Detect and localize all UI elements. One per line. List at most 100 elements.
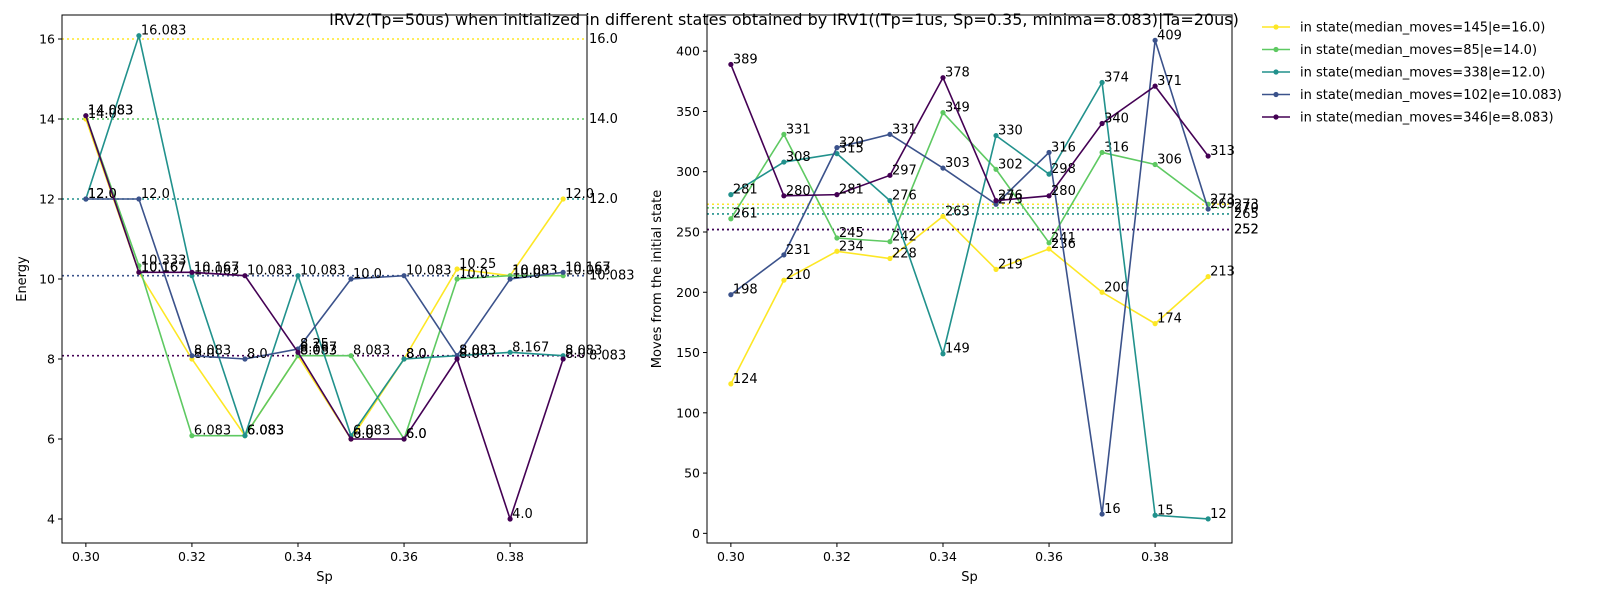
x-tick-label: 0.32 [823, 549, 851, 564]
data-label: 10.333 [141, 254, 187, 269]
data-label: 8.167 [300, 340, 337, 355]
data-label: 316 [1051, 140, 1076, 155]
data-point [1099, 120, 1105, 127]
data-label: 6.0 [406, 427, 427, 442]
data-point [189, 269, 195, 275]
data-label: 219 [998, 257, 1023, 272]
data-label: 174 [1157, 312, 1182, 327]
legend-item: in state(median_moves=338|e=12.0) [1262, 66, 1545, 81]
data-point [242, 356, 248, 362]
data-label: 313 [1210, 144, 1235, 159]
data-point [560, 356, 566, 362]
data-point [781, 277, 787, 283]
data-point [993, 166, 999, 172]
y-tick-label: 200 [676, 285, 700, 300]
data-point [834, 145, 840, 151]
y-tick-label: 16 [39, 32, 55, 47]
series-line-5 [730, 64, 1209, 202]
data-label: 10.167 [141, 260, 187, 275]
plots: 16.014.012.010.0838.08314.010.1678.06.08… [15, 14, 1259, 585]
data-point [401, 273, 407, 279]
data-point [348, 353, 354, 359]
data-label: 16 [1104, 502, 1121, 517]
data-label: 297 [892, 163, 917, 178]
data-point [507, 349, 513, 355]
data-point [1205, 153, 1211, 159]
data-point [887, 131, 893, 137]
data-label: 198 [733, 283, 758, 298]
data-label: 330 [998, 124, 1023, 139]
data-label: 298 [1051, 162, 1076, 177]
data-label: 10.083 [247, 264, 292, 279]
data-label: 340 [1104, 111, 1129, 126]
data-label: 281 [733, 183, 758, 198]
data-point [1099, 149, 1105, 156]
legend-item: in state(median_moves=145|e=16.0) [1262, 21, 1545, 36]
data-point [348, 436, 354, 442]
data-point [507, 516, 513, 522]
data-point [781, 159, 787, 165]
data-point [1046, 240, 1052, 246]
reference-line-label-2: 270 [1234, 201, 1259, 216]
data-label: 213 [1210, 265, 1235, 280]
data-point [454, 266, 460, 272]
data-point [993, 132, 999, 139]
legend-marker [1273, 114, 1279, 120]
data-point [348, 276, 354, 282]
data-point [940, 351, 946, 357]
data-label: 241 [1051, 231, 1076, 246]
y-tick-label: 8 [47, 352, 55, 367]
y-tick-label: 14 [39, 112, 55, 127]
data-label: 8.167 [512, 340, 549, 355]
data-point [560, 196, 566, 202]
legend-label: in state(median_moves=346|e=8.083) [1300, 111, 1554, 126]
data-label: 8.083 [459, 344, 496, 359]
reference-line-label-5: 8.083 [589, 349, 626, 364]
data-label: 8.0 [194, 347, 215, 362]
data-point [993, 198, 999, 204]
data-point [401, 356, 407, 362]
data-label: 12 [1210, 507, 1227, 522]
data-label: 6.083 [247, 424, 284, 439]
y-tick-label: 50 [684, 466, 700, 481]
data-label: 8.083 [459, 344, 496, 359]
x-tick-label: 0.38 [1141, 549, 1169, 564]
x-tick-label: 0.36 [390, 549, 418, 564]
data-point [1152, 161, 1158, 168]
data-label: 261 [733, 207, 758, 222]
legend-label: in state(median_moves=338|e=12.0) [1300, 66, 1545, 81]
x-tick-label: 0.38 [496, 549, 524, 564]
data-label: 269 [1210, 197, 1235, 212]
data-point [728, 192, 734, 198]
data-label: 228 [892, 247, 917, 262]
data-point [993, 266, 999, 272]
data-point [887, 172, 893, 178]
data-label: 378 [945, 66, 970, 81]
data-label: 280 [1051, 184, 1076, 199]
data-label: 10.083 [300, 264, 346, 279]
x-tick-label: 0.32 [178, 549, 206, 564]
data-point [993, 201, 999, 207]
data-label: 8.0 [565, 347, 586, 362]
data-point [940, 110, 946, 116]
y-tick-label: 6 [47, 432, 55, 447]
reference-line-label-4: 252 [1234, 223, 1259, 238]
reference-line-label-4: 10.083 [589, 269, 635, 284]
data-label: 316 [1104, 140, 1129, 155]
data-label: 12.0 [141, 187, 170, 202]
y-tick-label: 300 [676, 164, 700, 179]
data-point [940, 213, 946, 219]
data-point [1152, 321, 1158, 327]
data-label: 10.0 [353, 267, 382, 282]
data-label: 371 [1157, 74, 1182, 89]
data-label: 8.083 [194, 344, 231, 359]
x-axis-label: Sp [961, 570, 978, 585]
data-label: 124 [733, 372, 758, 387]
data-point [1152, 512, 1158, 518]
y-tick-label: 12 [39, 192, 55, 207]
data-label: 331 [892, 122, 917, 137]
y-tick-label: 250 [676, 224, 700, 239]
x-tick-label: 0.30 [717, 549, 745, 564]
data-label: 234 [839, 239, 864, 254]
